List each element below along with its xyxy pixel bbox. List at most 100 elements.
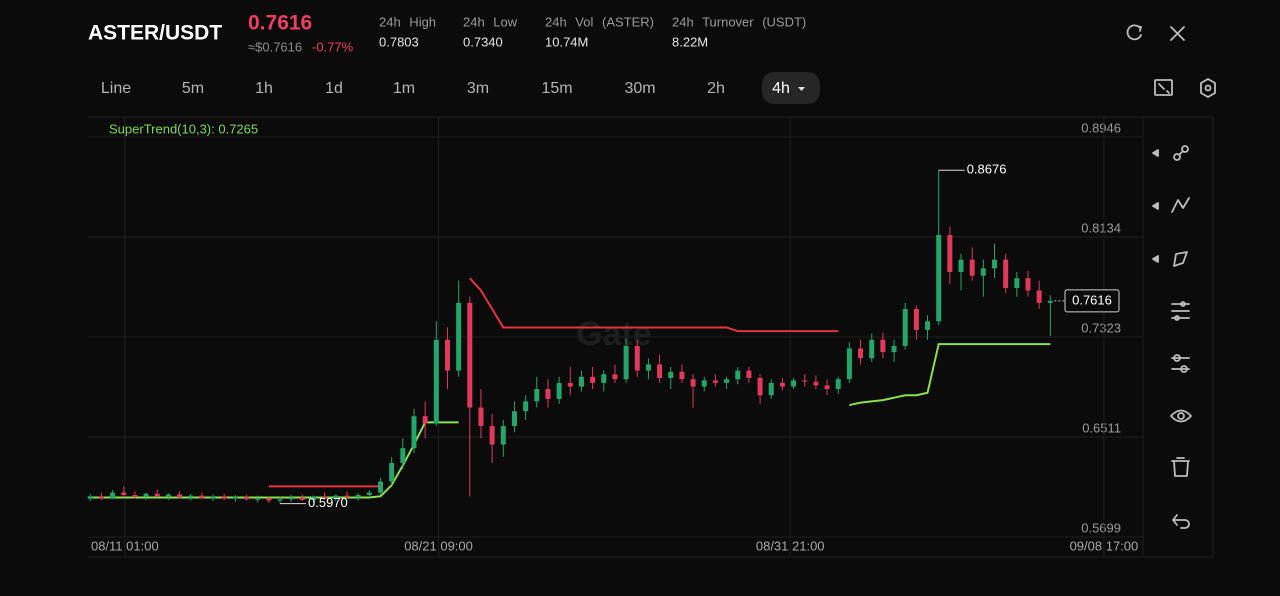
tab[interactable]: Line <box>101 80 131 97</box>
stat-label: 24h Vol (ASTER) <box>545 14 654 29</box>
candle-body <box>567 382 573 387</box>
candle-body <box>478 407 484 427</box>
candle-body <box>534 389 540 402</box>
min-label: 0.5970 <box>308 495 348 510</box>
candle-body <box>757 377 763 396</box>
candle-body <box>244 496 250 500</box>
candle-body <box>545 389 551 399</box>
candle-body <box>824 385 830 390</box>
candle-body <box>980 268 986 276</box>
stat-value: 10.74M <box>545 34 588 49</box>
settings-icon[interactable] <box>1200 78 1216 98</box>
candle-body <box>902 308 908 346</box>
candle-body <box>177 494 183 498</box>
candle-body <box>433 339 439 424</box>
candle-body <box>679 371 685 380</box>
x-tick-label: 08/31 21:00 <box>756 538 825 553</box>
candle-body <box>1014 278 1020 289</box>
y-tick-label: 0.8946 <box>1081 120 1121 135</box>
candle-body <box>701 380 707 387</box>
candle-body <box>634 345 640 371</box>
candle-body <box>612 374 618 380</box>
candle-body <box>467 302 473 408</box>
tab[interactable]: 1d <box>325 80 343 97</box>
candle-body <box>958 259 964 273</box>
candle-body <box>355 495 361 498</box>
candle-body <box>724 379 730 383</box>
candle-body <box>489 426 495 445</box>
candle-body <box>221 496 227 499</box>
candle-body <box>1025 278 1031 291</box>
candle-body <box>947 235 953 273</box>
tab[interactable]: 4h <box>772 80 790 97</box>
candle-body <box>400 448 406 463</box>
candle-body <box>266 498 272 501</box>
candle-body <box>969 259 975 276</box>
candle-body <box>1003 259 1009 289</box>
candle-body <box>456 302 462 371</box>
watermark: Gate <box>576 315 652 353</box>
candle-body <box>690 379 696 387</box>
x-tick-label: 08/21 09:00 <box>404 538 473 553</box>
candle-body <box>165 494 171 497</box>
refresh-icon[interactable] <box>1126 24 1142 41</box>
candle-body <box>623 345 629 380</box>
candle-body <box>992 259 998 269</box>
candle-body <box>645 364 651 371</box>
candle-body <box>210 496 216 499</box>
candle-body <box>668 371 674 378</box>
last-price-box <box>1064 289 1120 313</box>
candle-body <box>791 380 797 387</box>
candle-body <box>322 496 328 499</box>
candle-body <box>712 380 718 383</box>
candle-body <box>444 339 450 371</box>
y-tick-label: 0.6511 <box>1082 420 1121 435</box>
y-tick-label: 0.8134 <box>1081 220 1121 235</box>
candle-body <box>121 492 127 496</box>
candle-body <box>188 495 194 498</box>
candle-body <box>1047 300 1053 303</box>
candle-body <box>411 416 417 449</box>
tab-active-bg <box>762 72 820 104</box>
candle-body <box>880 339 886 353</box>
candle-body <box>913 308 919 330</box>
tab[interactable]: 1m <box>393 80 415 97</box>
close-icon[interactable] <box>1170 26 1185 41</box>
candle-body <box>556 382 562 399</box>
candle-body <box>366 492 372 496</box>
stat-label: 24h High <box>379 14 436 29</box>
candle-body <box>779 382 785 387</box>
stat-value: 8.22M <box>672 34 708 49</box>
candle-body <box>389 462 395 482</box>
candle-body <box>869 339 875 359</box>
candle-body <box>277 499 283 501</box>
price: 0.7616 <box>248 12 312 35</box>
supertrend-line <box>469 277 839 333</box>
candle-body <box>936 235 942 322</box>
candle-body <box>377 481 383 493</box>
candle-body <box>132 495 138 497</box>
candle-body <box>768 382 774 396</box>
y-tick-label: 0.7323 <box>1081 320 1121 335</box>
tab[interactable]: 3m <box>467 80 489 97</box>
supertrend-line <box>849 343 1051 407</box>
tab[interactable]: 2h <box>707 80 725 97</box>
last-price-label: 0.7616 <box>1072 292 1112 307</box>
candle-body <box>255 498 261 500</box>
fullscreen-icon[interactable] <box>1154 79 1173 96</box>
stat-value: 0.7803 <box>379 34 419 49</box>
x-tick-label: 08/11 01:00 <box>91 538 159 553</box>
tab[interactable]: 30m <box>624 80 655 97</box>
candle-body <box>802 380 808 382</box>
stat-label: 24h Low <box>463 14 518 29</box>
tab[interactable]: 5m <box>182 80 204 97</box>
tab[interactable]: 1h <box>255 80 273 97</box>
candle-body <box>232 496 238 499</box>
candle-body <box>288 497 294 500</box>
candle-body <box>891 345 897 353</box>
supertrend-line <box>90 421 459 499</box>
max-label: 0.8676 <box>967 162 1007 177</box>
tab[interactable]: 15m <box>541 80 572 97</box>
candle-body <box>422 416 428 424</box>
